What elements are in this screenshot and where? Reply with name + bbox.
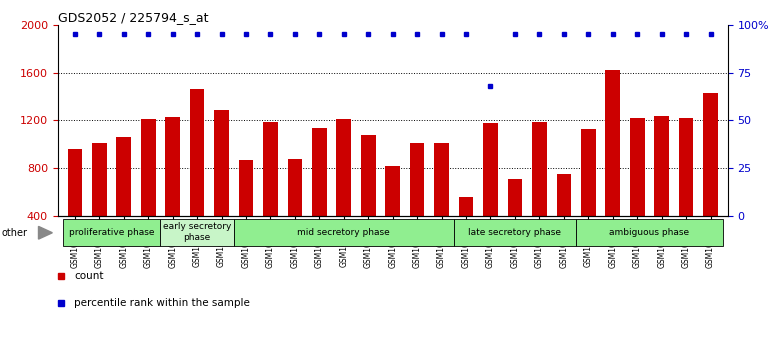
Bar [263,121,278,264]
Text: percentile rank within the sample: percentile rank within the sample [75,298,250,308]
Bar [654,115,669,264]
Text: proliferative phase: proliferative phase [69,228,154,237]
Bar [483,123,498,264]
Bar [678,118,694,264]
Bar [92,143,107,264]
Bar [630,118,644,264]
Bar [189,89,205,264]
Bar [507,179,522,264]
Bar [557,174,571,264]
Text: GDS2052 / 225794_s_at: GDS2052 / 225794_s_at [58,11,208,24]
Text: other: other [2,228,28,238]
Text: ambiguous phase: ambiguous phase [609,228,689,237]
Bar [703,93,718,264]
Bar [141,119,156,264]
Bar [605,70,620,264]
Bar [312,127,326,264]
Text: mid secretory phase: mid secretory phase [297,228,390,237]
Bar [214,110,229,264]
Bar [239,160,253,264]
Bar [166,117,180,264]
Bar [581,129,596,264]
Bar [576,219,723,246]
Text: early secretory
phase: early secretory phase [163,222,231,242]
Bar [234,219,454,246]
Text: late secretory phase: late secretory phase [468,228,561,237]
Bar [434,143,449,264]
Bar [62,219,160,246]
Bar [385,166,400,264]
Bar [116,137,131,264]
Bar [336,119,351,264]
Bar [410,143,424,264]
Bar [361,135,376,264]
Text: count: count [75,271,104,281]
Bar [287,159,303,264]
Bar [454,219,576,246]
Bar [160,219,234,246]
Bar [68,149,82,264]
Bar [532,121,547,264]
Bar [459,197,474,264]
